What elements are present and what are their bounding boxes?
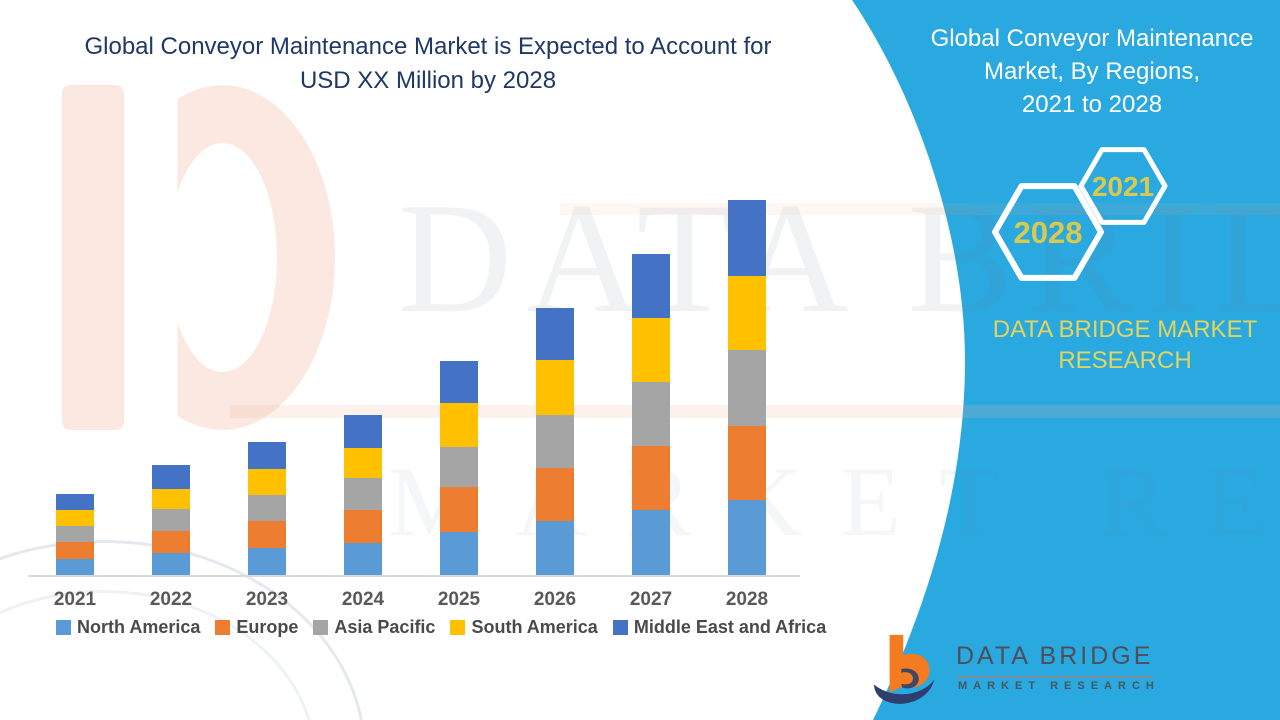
bar-segment-2022-south-america bbox=[152, 489, 190, 509]
x-axis-label-2024: 2024 bbox=[341, 589, 385, 610]
side-brand-line1: DATA BRIDGE MARKET bbox=[992, 316, 1258, 343]
bar-segment-2022-asia-pacific bbox=[152, 509, 190, 531]
x-axis-label-2021: 2021 bbox=[53, 589, 97, 610]
bar-segment-2026-europe bbox=[536, 468, 574, 521]
bar-segment-2025-asia-pacific bbox=[440, 447, 478, 487]
legend-label: Asia Pacific bbox=[334, 617, 436, 637]
bar-segment-2028-south-america bbox=[728, 276, 766, 350]
bar-segment-2024-asia-pacific bbox=[344, 478, 382, 510]
legend-swatch bbox=[450, 620, 466, 635]
bar-segment-2027-asia-pacific bbox=[632, 382, 670, 446]
bar-segment-2026-south-america bbox=[536, 360, 574, 415]
x-axis-line bbox=[28, 575, 800, 577]
data-bridge-logo-icon bbox=[874, 634, 935, 704]
side-brand-line2: RESEARCH bbox=[1058, 347, 1192, 374]
legend-swatch bbox=[612, 620, 628, 635]
bar-segment-2023-europe bbox=[248, 521, 286, 548]
badge-2021-label: 2021 bbox=[1092, 171, 1154, 202]
company-logo: DATA BRIDGE MARKET RESEARCH bbox=[872, 630, 1212, 710]
x-axis-label-2028: 2028 bbox=[725, 589, 769, 610]
legend-item-middle-east-and-africa: Middle East and Africa bbox=[612, 617, 827, 638]
bar-segment-2023-north-america bbox=[248, 548, 286, 575]
bar-segment-2027-middle-east-and-africa bbox=[632, 254, 670, 318]
plot-area: 2021 2022 2023 2024 2025 2026 2027 2028 bbox=[28, 200, 800, 610]
bar-segment-2025-north-america bbox=[440, 532, 478, 575]
chart-legend: North America Europe Asia Pacific South Ame… bbox=[56, 617, 826, 638]
bar-segment-2028-europe bbox=[728, 426, 766, 500]
bar-segment-2023-middle-east-and-africa bbox=[248, 442, 286, 469]
legend-item-north-america: North America bbox=[56, 617, 200, 638]
side-panel-title-line3: 2021 to 2028 bbox=[1021, 91, 1163, 118]
side-panel-brand-text: DATA BRIDGE MARKET RESEARCH bbox=[960, 314, 1280, 376]
logo-wordmark: DATA BRIDGE bbox=[956, 642, 1154, 678]
year-badges: 2021 2028 bbox=[992, 147, 1168, 281]
x-axis-label-2026: 2026 bbox=[533, 589, 577, 610]
bar-segment-2021-middle-east-and-africa bbox=[56, 494, 94, 510]
legend-label: South America bbox=[471, 617, 598, 637]
bar-segment-2021-south-america bbox=[56, 510, 94, 526]
legend-label: Middle East and Africa bbox=[633, 617, 827, 637]
legend-swatch bbox=[56, 620, 71, 635]
x-axis-label-2025: 2025 bbox=[437, 589, 481, 610]
chart-title-line2: USD XX Million by 2028 bbox=[299, 67, 557, 94]
bar-segment-2023-south-america bbox=[248, 469, 286, 495]
bar-segment-2024-south-america bbox=[344, 448, 382, 478]
bar-segment-2027-north-america bbox=[632, 510, 670, 575]
legend-label: Europe bbox=[236, 617, 299, 637]
legend-label: North America bbox=[77, 617, 201, 637]
x-axis-label-2023: 2023 bbox=[245, 589, 289, 610]
bar-segment-2021-europe bbox=[56, 542, 94, 559]
chart-title-line1: Global Conveyor Maintenance Market is Ex… bbox=[84, 33, 772, 60]
x-axis-label-2027: 2027 bbox=[629, 589, 673, 610]
bar-segment-2028-asia-pacific bbox=[728, 350, 766, 426]
bar-segment-2027-europe bbox=[632, 446, 670, 510]
legend-item-south-america: South America bbox=[450, 617, 598, 638]
bar-segment-2023-asia-pacific bbox=[248, 495, 286, 521]
bar-segment-2024-middle-east-and-africa bbox=[344, 415, 382, 448]
bar-segment-2028-middle-east-and-africa bbox=[728, 200, 766, 276]
badge-hexagon-2028: 2028 bbox=[992, 183, 1104, 281]
bar-segment-2025-middle-east-and-africa bbox=[440, 361, 478, 403]
bar-segment-2021-north-america bbox=[56, 559, 94, 575]
side-panel-title-line1: Global Conveyor Maintenance bbox=[930, 25, 1254, 52]
bar-segment-2025-south-america bbox=[440, 403, 478, 447]
bar-segment-2025-europe bbox=[440, 487, 478, 532]
bar-segment-2022-middle-east-and-africa bbox=[152, 465, 190, 489]
chart-title: Global Conveyor Maintenance Market is Ex… bbox=[46, 30, 810, 98]
bar-segment-2024-north-america bbox=[344, 543, 382, 575]
bar-segment-2022-north-america bbox=[152, 553, 190, 575]
x-axis-label-2022: 2022 bbox=[149, 589, 193, 610]
bar-segment-2026-middle-east-and-africa bbox=[536, 308, 574, 360]
logo-subtitle: MARKET RESEARCH bbox=[958, 680, 1160, 692]
side-panel-title-line2: Market, By Regions, bbox=[983, 58, 1201, 85]
legend-item-europe: Europe bbox=[215, 617, 298, 638]
legend-item-asia-pacific: Asia Pacific bbox=[313, 617, 435, 638]
bar-segment-2027-south-america bbox=[632, 318, 670, 382]
bar-segment-2024-europe bbox=[344, 510, 382, 543]
badge-hexagon-2021: 2021 bbox=[1078, 147, 1168, 225]
bar-segment-2026-asia-pacific bbox=[536, 415, 574, 468]
badge-2028-label: 2028 bbox=[1014, 215, 1083, 250]
bar-segment-2026-north-america bbox=[536, 521, 574, 575]
bar-segment-2022-europe bbox=[152, 531, 190, 553]
side-panel-title: Global Conveyor Maintenance Market, By R… bbox=[918, 22, 1266, 121]
legend-swatch bbox=[215, 620, 231, 635]
legend-swatch bbox=[313, 620, 329, 635]
bar-segment-2028-north-america bbox=[728, 500, 766, 575]
bar-segment-2021-asia-pacific bbox=[56, 526, 94, 542]
